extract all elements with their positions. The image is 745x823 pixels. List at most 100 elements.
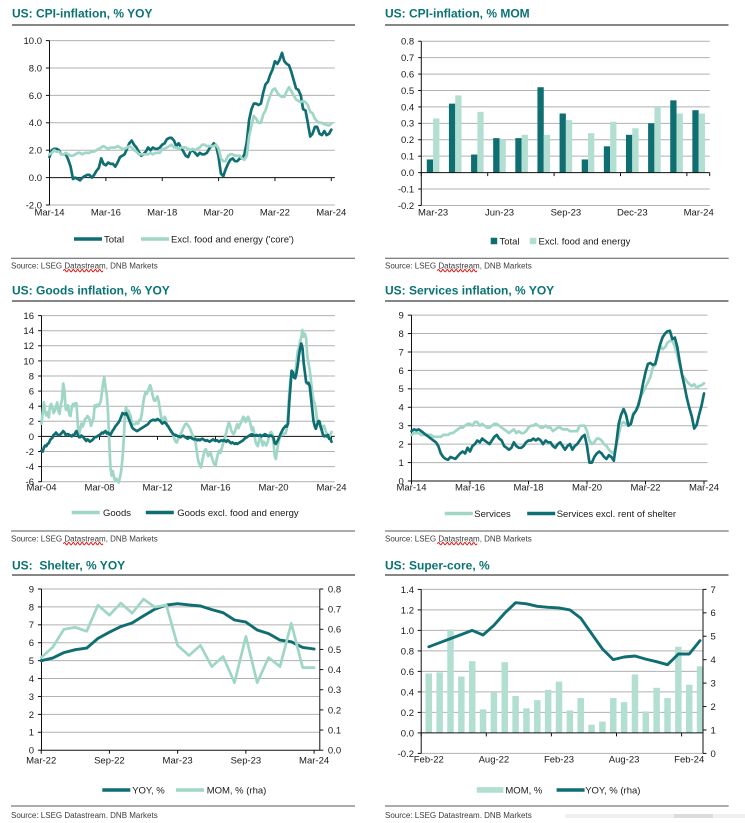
svg-text:9: 9 [399, 311, 404, 322]
svg-text:US: CPI-inflation, % MOM: US: CPI-inflation, % MOM [385, 7, 530, 21]
svg-text:0: 0 [711, 749, 716, 760]
svg-text:2: 2 [29, 710, 34, 721]
svg-text:Mar-04: Mar-04 [26, 483, 56, 494]
svg-text:0.8: 0.8 [328, 584, 341, 595]
svg-text:4: 4 [29, 402, 34, 413]
svg-text:0.7: 0.7 [401, 53, 414, 64]
svg-text:Services: Services [474, 509, 511, 520]
svg-text:Sep-22: Sep-22 [94, 756, 125, 767]
svg-text:0.7: 0.7 [328, 605, 341, 616]
svg-text:0.4: 0.4 [401, 102, 414, 113]
svg-text:Mar-24: Mar-24 [689, 483, 719, 494]
svg-text:US: Super-core, %: US: Super-core, % [385, 559, 490, 573]
svg-text:Feb-22: Feb-22 [414, 755, 444, 766]
svg-text:10: 10 [23, 356, 34, 367]
svg-text:0.6: 0.6 [401, 667, 414, 678]
svg-text:4: 4 [29, 674, 34, 685]
svg-text:Excl. food and energy ('core'): Excl. food and energy ('core') [171, 234, 294, 245]
svg-text:9: 9 [29, 584, 34, 595]
svg-text:US: Goods inflation, % YOY: US: Goods inflation, % YOY [12, 284, 170, 298]
svg-text:1: 1 [711, 725, 716, 736]
svg-text:Source: LSEG Datastream, DNB M: Source: LSEG Datastream, DNB Markets [11, 811, 158, 818]
svg-text:6: 6 [399, 366, 404, 377]
svg-text:0.0: 0.0 [29, 173, 42, 184]
svg-text:Mar-24: Mar-24 [316, 483, 346, 494]
svg-text:-2: -2 [26, 447, 34, 458]
svg-text:0.2: 0.2 [401, 135, 414, 146]
svg-text:0.5: 0.5 [401, 86, 414, 97]
svg-text:Source: LSEG Datastream, DNB M: Source: LSEG Datastream, DNB Markets [385, 262, 532, 271]
svg-text:Mar-24: Mar-24 [316, 207, 346, 218]
svg-text:8: 8 [29, 602, 34, 613]
svg-text:0.0: 0.0 [401, 168, 414, 179]
svg-text:4: 4 [399, 403, 404, 414]
svg-text:0.3: 0.3 [328, 685, 341, 696]
svg-text:6.0: 6.0 [29, 91, 42, 102]
svg-text:7: 7 [711, 585, 716, 596]
svg-text:Services excl. rent of shelter: Services excl. rent of shelter [557, 509, 676, 520]
svg-text:0.8: 0.8 [401, 646, 414, 657]
svg-text:4: 4 [711, 655, 716, 666]
svg-text:5: 5 [29, 656, 34, 667]
svg-text:1.0: 1.0 [401, 626, 414, 637]
svg-text:Jun-23: Jun-23 [485, 207, 514, 218]
svg-text:Aug-23: Aug-23 [609, 755, 640, 766]
svg-text:1: 1 [399, 458, 404, 469]
svg-text:-0.2: -0.2 [398, 749, 414, 760]
svg-text:Source: LSEG Datastream, DNB M: Source: LSEG Datastream, DNB Markets [11, 262, 158, 271]
svg-text:8: 8 [399, 329, 404, 340]
svg-text:-0.1: -0.1 [398, 184, 414, 195]
svg-text:Mar-23: Mar-23 [418, 207, 448, 218]
svg-text:5: 5 [711, 632, 716, 643]
svg-text:0: 0 [399, 476, 404, 487]
svg-text:Mar-16: Mar-16 [200, 483, 230, 494]
svg-text:2: 2 [399, 440, 404, 451]
svg-text:Mar-24: Mar-24 [299, 756, 329, 767]
svg-text:3: 3 [399, 421, 404, 432]
svg-text:Mar-16: Mar-16 [91, 207, 121, 218]
svg-text:5: 5 [399, 384, 404, 395]
svg-text:6: 6 [29, 387, 34, 398]
svg-text:2: 2 [29, 417, 34, 428]
svg-text:6: 6 [29, 638, 34, 649]
svg-text:Excl. food and energy: Excl. food and energy [539, 236, 631, 247]
svg-text:YOY, %: YOY, % [132, 785, 165, 796]
svg-text:0.6: 0.6 [401, 70, 414, 81]
svg-text:14: 14 [23, 326, 34, 337]
svg-text:Mar-23: Mar-23 [163, 756, 193, 767]
svg-text:Goods excl. food and energy: Goods excl. food and energy [177, 508, 299, 519]
svg-text:7: 7 [29, 620, 34, 631]
svg-text:10.0: 10.0 [24, 36, 43, 47]
svg-text:2.0: 2.0 [29, 146, 42, 157]
svg-text:MOM, %: MOM, % [505, 785, 542, 796]
svg-text:Mar-20: Mar-20 [258, 483, 288, 494]
svg-text:0: 0 [29, 432, 34, 443]
svg-text:Sep-23: Sep-23 [551, 207, 582, 218]
svg-text:6: 6 [711, 608, 716, 619]
svg-text:Mar-24: Mar-24 [684, 207, 714, 218]
svg-text:0.3: 0.3 [401, 119, 414, 130]
svg-text:1: 1 [29, 728, 34, 739]
svg-text:0.0: 0.0 [401, 728, 414, 739]
svg-text:Mar-20: Mar-20 [204, 207, 234, 218]
svg-text:Source: LSEG Datastream, DNB M: Source: LSEG Datastream, DNB Markets [11, 535, 158, 544]
svg-text:-2.0: -2.0 [26, 200, 42, 211]
svg-text:Mar-22: Mar-22 [630, 483, 660, 494]
svg-text:0.0: 0.0 [328, 746, 341, 757]
svg-text:Dec-23: Dec-23 [617, 207, 648, 218]
svg-text:0.2: 0.2 [328, 705, 341, 716]
svg-text:0.4: 0.4 [401, 687, 414, 698]
svg-text:0.1: 0.1 [401, 152, 414, 163]
svg-text:0.5: 0.5 [328, 645, 341, 656]
svg-text:Mar-14: Mar-14 [396, 483, 426, 494]
svg-text:Total: Total [104, 234, 124, 245]
svg-text:Total: Total [500, 236, 520, 247]
svg-text:Mar-18: Mar-18 [513, 483, 543, 494]
svg-text:US: CPI-inflation, % YOY: US: CPI-inflation, % YOY [12, 7, 152, 21]
svg-text:8.0: 8.0 [29, 63, 42, 74]
svg-text:3: 3 [711, 679, 716, 690]
svg-text:0.6: 0.6 [328, 625, 341, 636]
svg-text:0: 0 [29, 746, 34, 757]
svg-text:Feb-24: Feb-24 [674, 755, 704, 766]
svg-text:Mar-18: Mar-18 [147, 207, 177, 218]
